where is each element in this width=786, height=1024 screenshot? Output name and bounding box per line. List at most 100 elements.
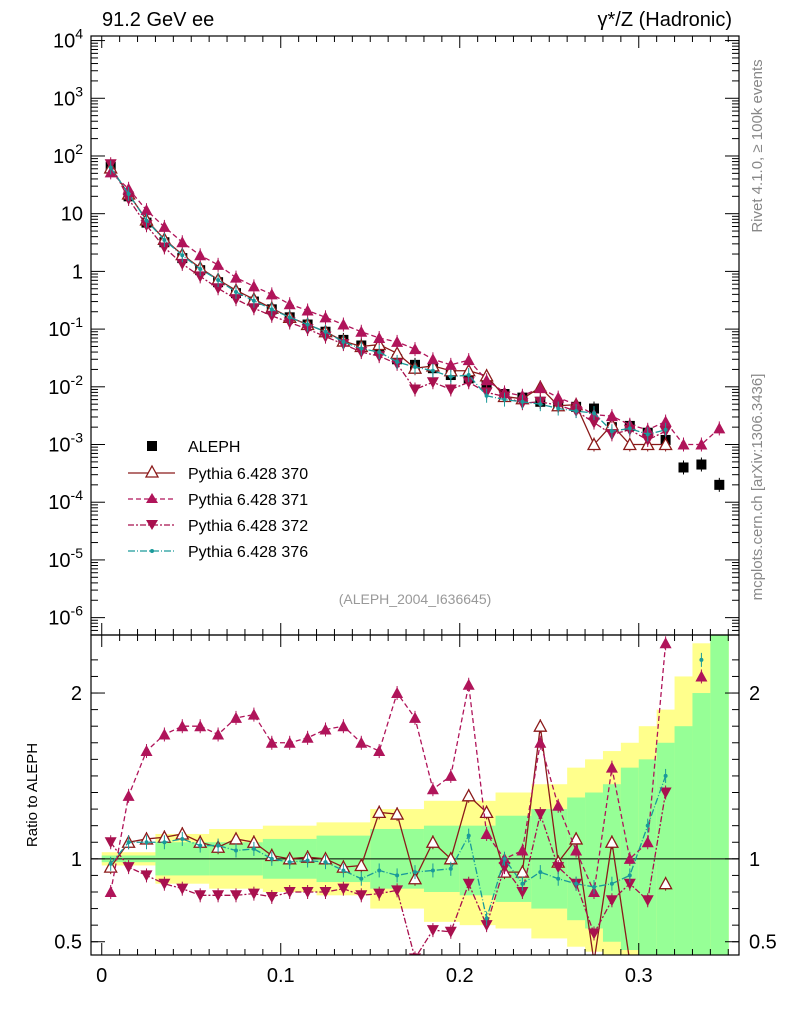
y-tick-label: 1	[72, 261, 83, 283]
main-point-p370	[586, 437, 602, 451]
y-tick-label: 103	[53, 83, 83, 110]
ratio-point-p370	[533, 718, 548, 732]
ratio-point-p376	[592, 885, 597, 890]
main-line-p371	[110, 171, 720, 446]
y-tick-label: 10-2	[48, 372, 83, 399]
left-title: 91.2 GeV ee	[102, 9, 214, 31]
ratio-point-p372	[480, 920, 493, 932]
x-tick-label: 0.1	[267, 965, 295, 987]
ratio-point-p376	[413, 870, 417, 875]
ratio-point-p371	[391, 687, 404, 699]
main-point-p371	[659, 415, 672, 427]
ratio-point-p371	[319, 723, 332, 735]
rivet-label: Rivet 4.1.0, ≥ 100k events	[749, 59, 766, 232]
main-point-p376	[627, 426, 632, 431]
analysis-label: (ALEPH_2004_I636645)	[339, 591, 492, 607]
main-point-p370	[622, 437, 637, 451]
legend: ALEPH Pythia 6.428 370 Pythia 6.428 371 …	[128, 439, 308, 561]
ratio-point-p371	[122, 789, 135, 801]
ratio-point-p376	[233, 848, 238, 853]
ratio-uncertainty-bands	[101, 635, 729, 955]
main-point-p372	[247, 303, 260, 315]
main-point-p376	[108, 165, 113, 170]
legend-marker-aleph	[147, 441, 157, 451]
main-point-aleph	[696, 459, 707, 470]
main-point-p376	[216, 277, 221, 282]
ratio-point-p372	[247, 888, 260, 900]
main-series-p372	[104, 157, 672, 447]
ratio-point-p372	[176, 883, 189, 895]
ratio-point-p372	[516, 886, 529, 898]
ratio-y-tick-label-right: 0.5	[749, 932, 777, 954]
legend-label-p370: Pythia 6.428 370	[188, 466, 308, 483]
ratio-line-p376	[110, 775, 667, 919]
main-point-p371	[158, 220, 171, 232]
legend-label-p371: Pythia 6.428 371	[188, 492, 308, 509]
main-point-p371	[462, 354, 475, 366]
ratio-point-p371	[176, 720, 189, 732]
ratio-point-p371	[426, 783, 439, 795]
ratio-point-p372	[122, 862, 135, 874]
main-point-p376	[592, 411, 597, 416]
ratio-point-p376	[645, 823, 650, 828]
ratio-point-p372	[301, 886, 314, 898]
main-point-p370	[658, 437, 673, 451]
ratio-point-p376	[323, 860, 328, 865]
main-point-p371	[409, 343, 421, 355]
y-tick-label: 104	[53, 26, 83, 53]
main-point-p371	[212, 258, 225, 270]
legend-marker-p371	[146, 493, 158, 503]
ratio-point-p376	[251, 846, 256, 851]
legend-entry-p371: Pythia 6.428 371	[128, 492, 308, 509]
ratio-point-p376	[395, 873, 400, 878]
ratio-point-p371	[480, 827, 493, 839]
ratio-point-p376	[359, 876, 364, 881]
ratio-point-p372	[355, 890, 368, 902]
legend-marker-p372	[146, 520, 158, 530]
main-point-p376	[162, 237, 167, 242]
ratio-point-p376	[198, 843, 203, 848]
main-point-p371	[373, 332, 386, 344]
main-point-p376	[198, 267, 203, 272]
main-point-p376	[377, 350, 382, 355]
y-tick-label: 10-1	[48, 314, 83, 341]
main-point-p376	[180, 253, 185, 258]
main-point-p376	[126, 191, 131, 196]
mcplots-label: mcplots.cern.ch [arXiv:1306.3436]	[749, 374, 766, 601]
main-point-p372	[229, 294, 242, 306]
y-tick-label: 10	[61, 204, 83, 226]
ratio-point-p372	[588, 928, 601, 940]
main-point-p376	[323, 329, 328, 334]
main-series-p370	[103, 160, 673, 452]
main-point-aleph	[678, 462, 689, 473]
main-point-p376	[287, 315, 292, 320]
band-green	[710, 635, 729, 955]
main-point-p376	[663, 427, 668, 432]
main-point-p376	[520, 399, 525, 404]
main-point-p371	[677, 438, 690, 450]
ratio-point-p370	[372, 805, 387, 819]
axes: 0 0.1 0.2 0.310410310210110-110-210-310-410…	[48, 26, 777, 987]
ratio-point-p371	[212, 728, 225, 740]
ratio-point-p370	[593, 954, 595, 955]
ratio-point-p372	[391, 885, 404, 897]
ratio-y-tick-label-left: 2	[71, 683, 82, 705]
main-point-p376	[251, 298, 256, 303]
ratio-point-p371	[355, 736, 368, 748]
ratio-point-p372	[337, 883, 350, 895]
ratio-point-p371	[337, 720, 350, 732]
main-series-p376	[108, 160, 668, 442]
band-green	[692, 693, 711, 955]
main-point-p376	[359, 346, 364, 351]
ratio-point-p376	[484, 916, 489, 921]
ratio-y-tick-label-right: 2	[749, 683, 760, 705]
main-point-aleph	[714, 479, 725, 490]
ratio-point-p376	[574, 881, 579, 886]
ratio-point-p376	[377, 868, 382, 873]
ratio-point-p372	[319, 886, 332, 898]
main-point-p372	[158, 242, 171, 254]
main-point-p371	[194, 249, 207, 261]
main-point-p376	[609, 429, 614, 434]
ratio-point-p372	[659, 787, 672, 799]
legend-marker-p370	[144, 464, 160, 478]
